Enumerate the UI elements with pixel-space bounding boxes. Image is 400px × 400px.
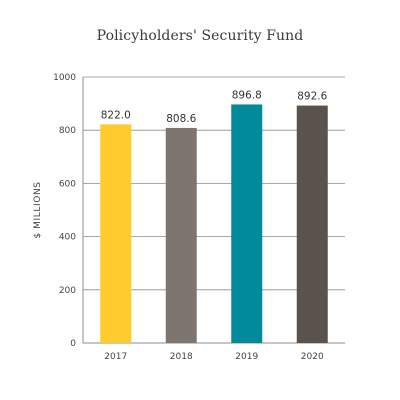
bar xyxy=(165,127,197,343)
y-tick-label: 800 xyxy=(59,126,76,136)
x-tick-label: 2018 xyxy=(170,352,193,362)
x-tick-label: 2017 xyxy=(104,352,127,362)
x-tick-label: 2019 xyxy=(235,352,258,362)
data-label: 808.6 xyxy=(166,113,196,125)
y-tick-label: 1000 xyxy=(53,73,76,83)
bar xyxy=(231,104,263,343)
data-label: 896.8 xyxy=(232,89,262,101)
y-axis-label: $ MILLIONS xyxy=(33,181,43,238)
y-tick-label: 0 xyxy=(70,339,76,349)
y-tick-label: 200 xyxy=(59,286,76,296)
y-tick-label: 400 xyxy=(59,233,76,243)
bar xyxy=(100,124,132,344)
y-tick-label: 600 xyxy=(59,179,76,189)
data-label: 822.0 xyxy=(101,109,131,121)
bar xyxy=(296,105,328,344)
x-tick-label: 2020 xyxy=(301,352,324,362)
chart-title: Policyholders' Security Fund xyxy=(96,28,304,44)
data-label: 892.6 xyxy=(297,91,327,103)
